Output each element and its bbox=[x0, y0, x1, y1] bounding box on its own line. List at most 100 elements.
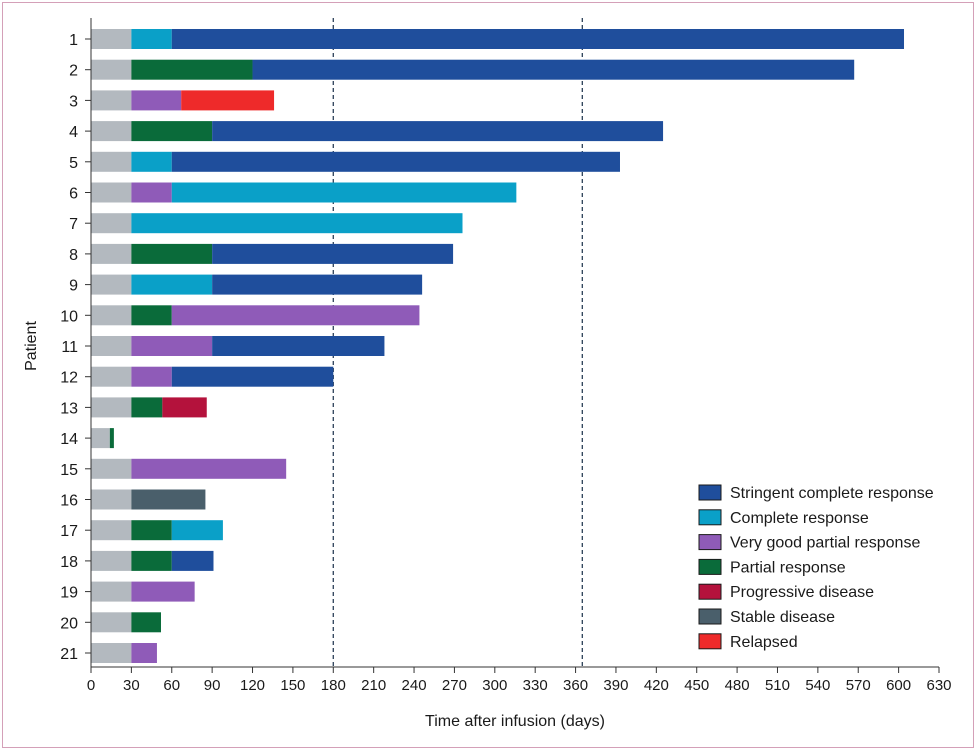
bar-segment-patient-1-stringent-complete-response bbox=[171, 29, 905, 49]
bar-segment-patient-19-very-good-partial-response bbox=[131, 581, 195, 602]
bar-segment-patient-9-complete-response bbox=[131, 274, 213, 295]
x-tick-label: 390 bbox=[603, 677, 628, 694]
bar-segment-patient-21-baseline bbox=[91, 643, 132, 663]
bar-segment-patient-19-baseline bbox=[91, 581, 132, 602]
bar-segment-patient-12-baseline bbox=[91, 366, 132, 387]
bar-segment-patient-6-complete-response bbox=[171, 182, 517, 203]
patient-label: 16 bbox=[60, 493, 78, 510]
bar-segment-patient-6-very-good-partial-response bbox=[131, 182, 172, 203]
bars bbox=[91, 29, 905, 663]
x-tick-label: 120 bbox=[240, 677, 265, 694]
patient-label: 20 bbox=[60, 615, 78, 632]
patient-label: 14 bbox=[60, 431, 78, 448]
bar-segment-patient-3-relapsed bbox=[181, 90, 275, 111]
bar-segment-patient-21-very-good-partial-response bbox=[131, 643, 157, 663]
patient-label: 21 bbox=[60, 646, 78, 663]
bar-segment-patient-13-baseline bbox=[91, 397, 132, 418]
bar-segment-patient-2-stringent-complete-response bbox=[252, 59, 855, 80]
bar-segment-patient-20-baseline bbox=[91, 612, 132, 633]
bar-segment-patient-10-partial-response bbox=[131, 305, 172, 326]
patient-label: 12 bbox=[60, 370, 78, 387]
bar-segment-patient-1-baseline bbox=[91, 29, 132, 49]
x-tick-label: 510 bbox=[765, 677, 790, 694]
x-tick-label: 300 bbox=[482, 677, 507, 694]
bar-segment-patient-4-stringent-complete-response bbox=[212, 121, 664, 142]
x-tick-label: 210 bbox=[361, 677, 386, 694]
x-tick-label: 540 bbox=[805, 677, 830, 694]
axes bbox=[90, 18, 939, 668]
y-axis-title: Patient bbox=[23, 321, 40, 371]
legend-label-relapsed: Relapsed bbox=[730, 634, 798, 651]
x-tick-label: 480 bbox=[725, 677, 750, 694]
legend-label-stable-disease: Stable disease bbox=[730, 609, 835, 626]
bar-segment-patient-12-stringent-complete-response bbox=[171, 366, 334, 387]
patient-label: 17 bbox=[60, 523, 78, 540]
bar-segment-patient-15-baseline bbox=[91, 458, 132, 479]
legend-swatch-complete-response bbox=[698, 509, 722, 526]
patient-label: 11 bbox=[61, 339, 78, 356]
legend-label-partial-response: Partial response bbox=[730, 559, 846, 576]
bar-segment-patient-17-complete-response bbox=[171, 520, 223, 541]
bar-segment-patient-18-stringent-complete-response bbox=[171, 550, 214, 571]
bar-segment-patient-8-baseline bbox=[91, 243, 132, 264]
patient-label: 13 bbox=[60, 400, 78, 417]
patient-label: 4 bbox=[69, 124, 78, 141]
x-tick-label: 600 bbox=[886, 677, 911, 694]
bar-segment-patient-15-very-good-partial-response bbox=[131, 458, 287, 479]
bar-segment-patient-20-partial-response bbox=[131, 612, 161, 633]
x-tick-label: 30 bbox=[123, 677, 140, 694]
x-tick-label: 90 bbox=[204, 677, 221, 694]
x-tick-label: 150 bbox=[280, 677, 305, 694]
legend-label-very-good-partial-response: Very good partial response bbox=[730, 535, 920, 552]
x-axis-ticks: 0 30 60 90 120 150 180 210 240 270 300 330 360 390 420… bbox=[87, 667, 952, 694]
patient-label: 18 bbox=[60, 554, 78, 571]
x-tick-label: 330 bbox=[523, 677, 548, 694]
bar-segment-patient-13-progressive-disease bbox=[162, 397, 207, 418]
bar-segment-patient-10-baseline bbox=[91, 305, 132, 326]
bar-segment-patient-17-partial-response bbox=[131, 520, 172, 541]
patient-label: 10 bbox=[60, 308, 78, 325]
x-tick-label: 270 bbox=[442, 677, 467, 694]
bar-segment-patient-5-complete-response bbox=[131, 151, 172, 172]
bar-segment-patient-5-stringent-complete-response bbox=[171, 151, 620, 172]
x-tick-label: 570 bbox=[846, 677, 871, 694]
x-tick-label: 60 bbox=[163, 677, 180, 694]
patient-label: 8 bbox=[69, 247, 78, 264]
legend-swatch-progressive-disease bbox=[698, 583, 722, 600]
bar-segment-patient-2-partial-response bbox=[131, 59, 253, 80]
bar-segment-patient-16-stable-disease bbox=[131, 489, 206, 510]
x-tick-label: 450 bbox=[684, 677, 709, 694]
patient-label: 19 bbox=[60, 585, 78, 602]
patient-label: 15 bbox=[60, 462, 78, 479]
bar-segment-patient-12-very-good-partial-response bbox=[131, 366, 172, 387]
patient-label: 5 bbox=[69, 155, 78, 172]
bar-segment-patient-18-partial-response bbox=[131, 550, 172, 571]
x-tick-label: 0 bbox=[87, 677, 95, 694]
bar-segment-patient-11-baseline bbox=[91, 336, 132, 356]
x-tick-label: 420 bbox=[644, 677, 669, 694]
bar-segment-patient-6-baseline bbox=[91, 182, 132, 203]
x-tick-label: 240 bbox=[402, 677, 427, 694]
bar-segment-patient-13-partial-response bbox=[131, 397, 163, 418]
bar-segment-patient-8-stringent-complete-response bbox=[212, 243, 454, 264]
bar-segment-patient-1-complete-response bbox=[131, 29, 172, 49]
bar-segment-patient-14-baseline bbox=[91, 428, 110, 449]
patient-label: 9 bbox=[69, 278, 78, 295]
bar-segment-patient-2-baseline bbox=[91, 59, 132, 80]
legend-swatch-relapsed bbox=[698, 633, 722, 650]
bar-segment-patient-10-very-good-partial-response bbox=[171, 305, 420, 326]
x-tick-label: 180 bbox=[321, 677, 346, 694]
bar-segment-patient-16-baseline bbox=[91, 489, 132, 510]
patient-label: 1 bbox=[69, 32, 78, 49]
bar-segment-patient-7-baseline bbox=[91, 213, 132, 234]
legend-swatch-stable-disease bbox=[698, 608, 722, 625]
bar-segment-patient-17-baseline bbox=[91, 520, 132, 541]
patient-label: 7 bbox=[69, 216, 78, 233]
bar-segment-patient-9-baseline bbox=[91, 274, 132, 295]
bar-segment-patient-11-stringent-complete-response bbox=[212, 336, 385, 356]
bar-segment-patient-18-baseline bbox=[91, 550, 132, 571]
patient-label: 6 bbox=[69, 186, 78, 203]
bar-segment-patient-8-partial-response bbox=[131, 243, 213, 264]
